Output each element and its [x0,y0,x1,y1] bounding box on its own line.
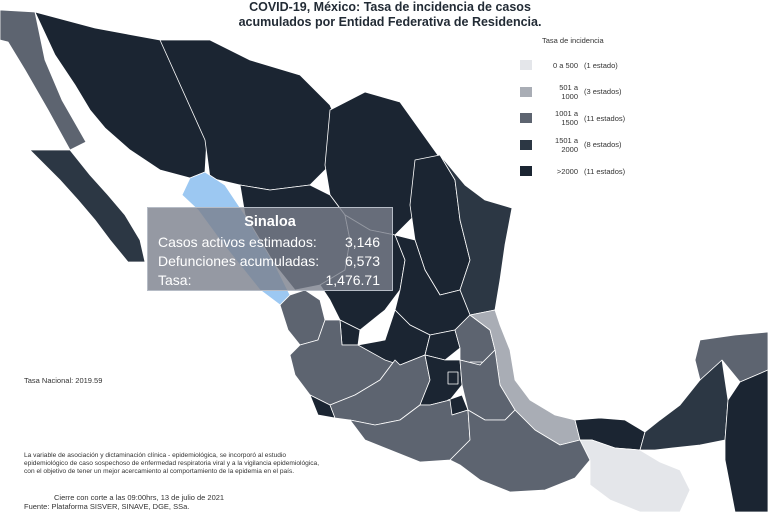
note-line-3: con el objetivo de tener un mejor acerca… [24,468,295,475]
legend-range: 501 a 1000 [559,82,578,101]
legend-range: >2000 [556,166,578,176]
national-rate: Tasa Nacional: 2019.59 [24,376,103,385]
state-tooltip: Sinaloa Casos activos estimados: 3,146 D… [147,207,393,291]
state-baja-california-sur[interactable] [29,149,146,263]
legend-swatch [520,60,532,71]
legend-range: 1001 a 1500 [555,109,578,128]
data-source: Fuente: Plataforma SISVER, SINAVE, DGE, … [24,502,190,511]
legend-swatch [520,86,532,97]
legend-range: 1501 a 2000 [555,135,578,154]
tooltip-row-rate: Tasa: 1,476.71 [158,271,382,290]
state-chiapas[interactable] [579,439,691,512]
legend-item: 501 a 1000 (3 estados) [520,79,670,106]
legend-swatch [520,139,532,150]
note-line-2: epidemiológico de caso sospechoso de enf… [24,460,320,467]
legend-item: >2000 (11 estados) [520,158,670,185]
legend-count: (3 estados) [584,87,622,97]
legend-item: 1501 a 2000 (8 estados) [520,132,670,159]
state-guerrero[interactable] [349,399,471,463]
legend-title: Tasa de incidencia [542,36,604,45]
tooltip-label: Casos activos estimados: [158,234,317,250]
legend-item: 0 a 500 (1 estado) [520,52,670,79]
tooltip-state-name: Sinaloa [244,214,296,230]
tooltip-label: Tasa: [158,272,192,288]
legend: Tasa de incidencia 0 a 500 (1 estado) 501 … [520,36,670,185]
legend-count: (11 estados) [584,113,626,123]
title-line-1: COVID-19, México: Tasa de incidencia de … [249,0,531,14]
state-oaxaca[interactable] [449,409,591,493]
tooltip-label: Defunciones acumuladas: [158,253,320,269]
state-nayarit[interactable] [279,289,326,346]
note-line-1: La variable de asociación y dictaminació… [24,452,287,459]
footer: Cierre con corte a las 09:00hrs, 13 de j… [24,493,224,511]
legend-count: (11 estados) [584,166,626,176]
tooltip-row-active: Casos activos estimados: 3,146 [158,233,382,252]
tooltip-value: 1,476.71 [325,272,381,288]
tooltip-value: 3,146 [344,234,380,250]
legend-count: (1 estado) [584,60,618,70]
state-campeche[interactable] [639,359,729,451]
tooltip-value: 6,573 [344,253,380,269]
legend-swatch [520,113,532,124]
methodology-note: La variable de asociación y dictaminació… [24,452,424,476]
state-queretaro[interactable] [424,329,461,361]
map-title: COVID-19, México: Tasa de incidencia de … [190,0,590,30]
legend-range: 0 a 500 [552,60,578,70]
legend-count: (8 estados) [584,140,622,150]
legend-swatch [520,166,532,177]
legend-item: 1001 a 1500 (11 estados) [520,105,670,132]
state-cdmx[interactable] [447,371,459,385]
title-line-2: acumulados por Entidad Federativa de Res… [238,15,542,29]
tooltip-row-deaths: Defunciones acumuladas: 6,573 [158,252,382,271]
cutoff-date: Cierre con corte a las 09:00hrs, 13 de j… [54,493,225,502]
state-quintana-roo[interactable] [724,369,768,512]
legend-items: 0 a 500 (1 estado) 501 a 1000 (3 estados) 10… [520,52,670,185]
